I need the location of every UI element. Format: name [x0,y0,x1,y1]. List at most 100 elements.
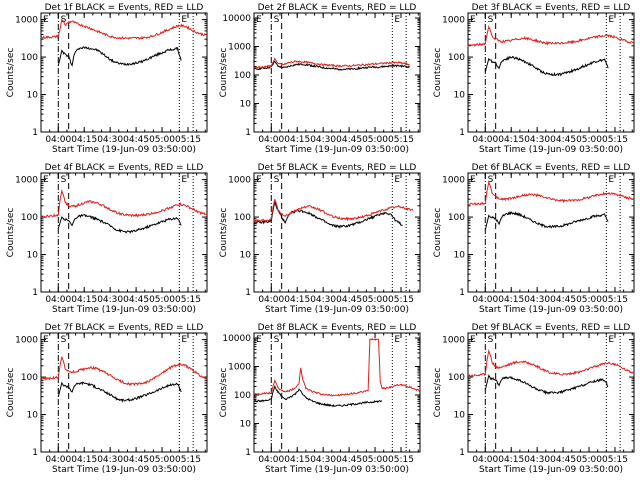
y-tick-label: 100 [448,373,465,383]
plot-frame [40,332,208,453]
lld-series-line [253,337,421,397]
events-series-line [484,374,609,395]
marker-letter: S [488,175,494,185]
marker-letter: S [61,175,67,185]
x-tick-label: 04:30 [310,295,336,305]
y-tick-label: 100 [21,53,38,63]
marker-letter: S [488,335,494,345]
y-tick-label: 1000 [442,336,465,346]
x-tick-label: 04:00 [258,135,284,145]
x-tick-label: 05:00 [576,455,602,465]
marker-letter: E [394,175,400,185]
x-tick-label: 05:00 [362,295,388,305]
chart-panel-9: Det 9f BLACK = Events, RED = LLD 1 10 100 10… [433,323,635,475]
chart-title: Det 3f BLACK = Events, RED = LLD [472,3,631,13]
y-tick-label: 10 [27,91,39,101]
y-tick-label: 1000 [15,176,38,186]
y-tick-label: 10 [27,251,39,261]
y-tick-label: 100 [448,53,465,63]
y-tick-label: 1 [459,448,465,458]
y-axis-label: Counts/sec [433,48,443,98]
y-tick-label: 10000 [222,14,251,24]
x-tick-label: 04:15 [71,135,97,145]
marker-letter: E [394,15,400,25]
marker-letter: E [608,15,614,25]
y-tick-label: 100 [21,213,38,223]
x-tick-label: 04:30 [524,455,550,465]
y-tick-label: 100 [448,213,465,223]
x-tick-label: 04:00 [258,455,284,465]
x-tick-label: 04:30 [97,295,123,305]
x-axis-label: Start Time (19-Jun-09 03:50:00) [479,145,623,155]
y-tick-label: 100 [21,373,38,383]
events-series-line [253,384,383,408]
x-tick-label: 05:15 [388,455,414,465]
x-tick-label: 04:30 [97,455,123,465]
x-tick-label: 05:15 [388,295,414,305]
plot-frame [40,12,208,133]
marker-letter: E [181,175,187,185]
x-tick-label: 04:45 [123,295,149,305]
x-tick-label: 04:30 [97,135,123,145]
y-tick-label: 1000 [228,363,251,373]
chart-title: Det 9f BLACK = Events, RED = LLD [472,323,631,333]
lld-series-line [467,24,635,47]
y-tick-label: 10000 [222,334,251,344]
y-tick-label: 1000 [15,336,38,346]
events-series-line [484,210,609,231]
marker-letter: E [394,335,400,345]
x-tick-label: 05:00 [362,135,388,145]
marker-letter: E [43,175,49,185]
x-tick-label: 04:45 [550,295,576,305]
x-tick-label: 04:15 [498,295,524,305]
y-tick-label: 1 [245,448,251,458]
y-tick-label: 1 [245,128,251,138]
y-axis-label: Counts/sec [6,368,16,418]
x-tick-label: 05:00 [149,295,175,305]
chart-title: Det 8f BLACK = Events, RED = LLD [258,323,417,333]
marker-letter: E [608,335,614,345]
chart-title: Det 1f BLACK = Events, RED = LLD [45,3,204,13]
lld-series-line [40,356,208,387]
y-axis-label: Counts/sec [6,48,16,98]
plot-frame [467,12,635,133]
events-series-line [57,213,182,234]
x-axis-label: Start Time (19-Jun-09 03:50:00) [52,305,196,315]
x-tick-label: 04:30 [310,135,336,145]
chart-title: Det 6f BLACK = Events, RED = LLD [472,163,631,173]
x-tick-label: 04:30 [524,295,550,305]
plot-frame [253,172,421,293]
marker-letter: S [274,175,280,185]
x-tick-label: 05:00 [149,455,175,465]
marker-letter: E [256,335,262,345]
lld-series-line [253,57,410,69]
y-tick-label: 1000 [442,16,465,26]
events-series-line [57,381,182,403]
y-tick-label: 1 [32,128,38,138]
y-axis-label: Counts/sec [433,208,443,258]
chart-title: Det 5f BLACK = Events, RED = LLD [258,163,417,173]
y-tick-label: 100 [234,213,251,223]
y-tick-label: 1 [459,128,465,138]
lld-series-line [467,180,635,206]
x-tick-label: 04:00 [45,295,71,305]
x-tick-label: 04:15 [71,455,97,465]
x-tick-label: 04:30 [310,455,336,465]
x-axis-label: Start Time (19-Jun-09 03:50:00) [52,465,196,475]
marker-letter: E [470,335,476,345]
marker-letter: S [274,335,280,345]
marker-letter: S [61,15,67,25]
x-tick-label: 04:30 [524,135,550,145]
x-tick-label: 04:15 [284,295,310,305]
x-tick-label: 04:00 [258,295,284,305]
chart-panel-2: Det 2f BLACK = Events, RED = LLD 1 10 100 10… [219,3,421,155]
y-tick-label: 1000 [15,16,38,26]
x-axis-label: Start Time (19-Jun-09 03:50:00) [265,465,409,475]
x-tick-label: 04:45 [550,135,576,145]
marker-letter: E [608,175,614,185]
marker-letter: E [470,175,476,185]
chart-panel-1: Det 1f BLACK = Events, RED = LLD 1 10 100 10… [6,3,208,155]
y-tick-label: 10 [454,91,466,101]
x-axis-label: Start Time (19-Jun-09 03:50:00) [479,465,623,475]
